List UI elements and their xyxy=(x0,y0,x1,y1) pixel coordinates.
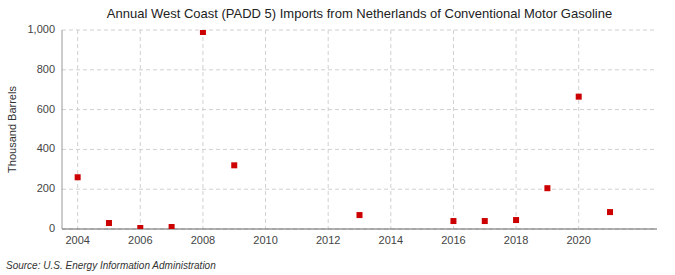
x-grid-line xyxy=(453,30,454,229)
source-note: Source: U.S. Energy Information Administ… xyxy=(6,260,216,271)
x-tick-label: 2006 xyxy=(128,234,152,246)
x-tick-label: 2014 xyxy=(379,234,403,246)
point xyxy=(482,218,488,224)
y-grid-line xyxy=(62,229,657,230)
x-grid-line xyxy=(328,30,329,229)
title: Annual West Coast (PADD 5) Imports from … xyxy=(107,6,612,21)
x-grid-line xyxy=(265,30,266,229)
x-tick-label: 2020 xyxy=(566,234,590,246)
point xyxy=(607,209,613,215)
y-tick-label: 800 xyxy=(37,63,55,75)
point xyxy=(169,224,175,229)
y-grid-line xyxy=(62,109,657,110)
x-tick-label: 2010 xyxy=(253,234,277,246)
points xyxy=(75,30,613,229)
y-axis-label: Thousand Barrels xyxy=(6,86,18,173)
x-tick-label: 2018 xyxy=(504,234,528,246)
y-tick-label: 200 xyxy=(37,182,55,194)
x-grid-line xyxy=(140,30,141,229)
y-tick-label: 0 xyxy=(49,222,55,234)
point xyxy=(137,225,143,229)
point xyxy=(576,94,582,100)
point xyxy=(450,218,456,224)
chart-container: 0 200 400 600 800 1,000 2004 2006 2008 2010 2012 20… xyxy=(0,0,675,275)
x-tick-label: 2012 xyxy=(316,234,340,246)
x-grid-line xyxy=(77,30,78,229)
point xyxy=(357,212,363,218)
x-axis-line xyxy=(62,229,657,230)
x-grid-line xyxy=(516,30,517,229)
x-tick-label: 2004 xyxy=(65,234,89,246)
y-tick-label: 400 xyxy=(37,142,55,154)
x-grid-line xyxy=(390,30,391,229)
y-grid-line xyxy=(62,189,657,190)
point xyxy=(106,220,112,226)
point xyxy=(544,185,550,191)
x-grid-line xyxy=(578,30,579,229)
x-tick-label: 2016 xyxy=(441,234,465,246)
y-axis-line xyxy=(62,30,63,229)
x-grid-line xyxy=(202,30,203,229)
point xyxy=(200,30,206,35)
chart-svg: 0 200 400 600 800 1,000 2004 2006 2008 2010 2012 20… xyxy=(0,0,675,275)
point xyxy=(231,162,237,168)
y-tick-label: 600 xyxy=(37,103,55,115)
point xyxy=(75,174,81,180)
x-tick-label: 2008 xyxy=(191,234,215,246)
y-grid-line xyxy=(62,69,657,70)
axes: 0 200 400 600 800 1,000 2004 2006 2008 2010 2012 20… xyxy=(27,23,657,246)
y-grid-line xyxy=(62,30,657,31)
y-grid-line xyxy=(62,149,657,150)
point xyxy=(513,217,519,223)
y-tick-label: 1,000 xyxy=(27,23,55,35)
grid xyxy=(62,30,657,229)
